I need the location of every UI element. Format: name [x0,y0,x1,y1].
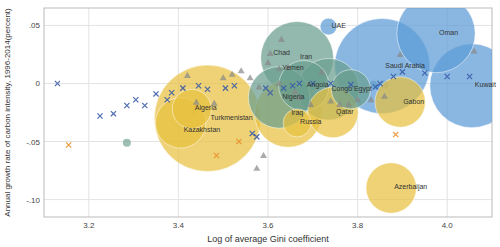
point [263,86,268,91]
point [400,69,405,74]
point [254,134,259,139]
point [307,101,314,107]
point [260,152,267,158]
tick-label: 3.4 [173,221,185,230]
point [97,113,102,118]
point [373,84,378,89]
point [153,91,158,96]
point [377,81,382,86]
point [397,51,404,57]
point [265,59,272,65]
point-label: Oman [439,29,458,36]
point [253,165,260,171]
point-label: Kazakhstan [184,126,221,133]
point-label: Algeria [195,104,217,112]
point-label: Iraq [291,109,303,117]
point [471,47,478,53]
point [220,74,227,80]
point-label: Yemen [282,64,304,71]
point [66,142,71,147]
point [124,103,129,108]
point [232,83,237,88]
y-axis-label: Annual growth rate of carbon intensity, … [3,8,12,217]
point [327,97,334,103]
point [111,111,116,116]
point [142,103,147,108]
point [165,97,170,102]
x-axis-label: Log of average Gini coefficient [207,234,329,244]
point-label: UAE [331,22,346,29]
point [278,36,285,42]
tick-label: 3.8 [352,221,364,230]
point [238,67,245,73]
point-label: Nigeria [282,93,304,101]
point [297,81,302,86]
point [256,83,263,89]
point [123,139,131,147]
point [276,80,283,86]
point-label: Kuwait [475,81,496,88]
point-label: Egypt [354,85,372,93]
point [268,90,273,95]
point-label: Iran [300,53,312,60]
point [229,71,236,77]
grid-line [44,199,492,200]
point [368,96,375,102]
point-label: Qatar [336,108,354,116]
point [236,139,241,144]
grid-line [88,8,89,217]
point [180,86,185,91]
point [184,72,191,78]
tick-label: 3.6 [262,221,274,230]
grid-line [44,141,492,142]
point-label: Russia [300,118,322,125]
point [281,86,286,91]
point [354,96,361,102]
point [290,83,295,88]
point-label: Angola [307,81,329,89]
point [318,68,325,74]
point [133,97,138,102]
tick-label: -.05 [26,138,40,147]
tick-label: 4.0 [442,221,454,230]
chart: 3.2 3.4 3.6 3.8 4.0 -.10 -.05 0 .05 Log of averag… [0,0,500,247]
tick-label: -.10 [26,196,40,205]
point-label: Congo [331,85,352,93]
point [250,131,255,136]
tick-label: 0 [36,79,41,88]
point [223,86,228,91]
point [205,87,210,92]
bubble [154,65,260,171]
point [345,101,352,107]
point [247,74,254,80]
point-label: Turkmenistan [211,114,253,121]
point [393,132,398,137]
point [214,153,219,158]
marks [55,8,492,213]
point [391,74,396,79]
point [467,74,472,79]
point [196,83,201,88]
tick-label: 3.2 [83,221,95,230]
tick-label: .05 [29,21,41,30]
point [422,70,427,75]
point-label: Chad [273,49,290,56]
point [381,93,388,99]
point [55,81,60,86]
bubble [375,77,425,127]
point [336,101,343,107]
point-label: Azerbaijan [394,183,427,191]
point [445,74,450,79]
point-label: Saudi Arabia [385,62,425,69]
point [169,90,174,95]
point-label: Gabon [403,98,424,105]
